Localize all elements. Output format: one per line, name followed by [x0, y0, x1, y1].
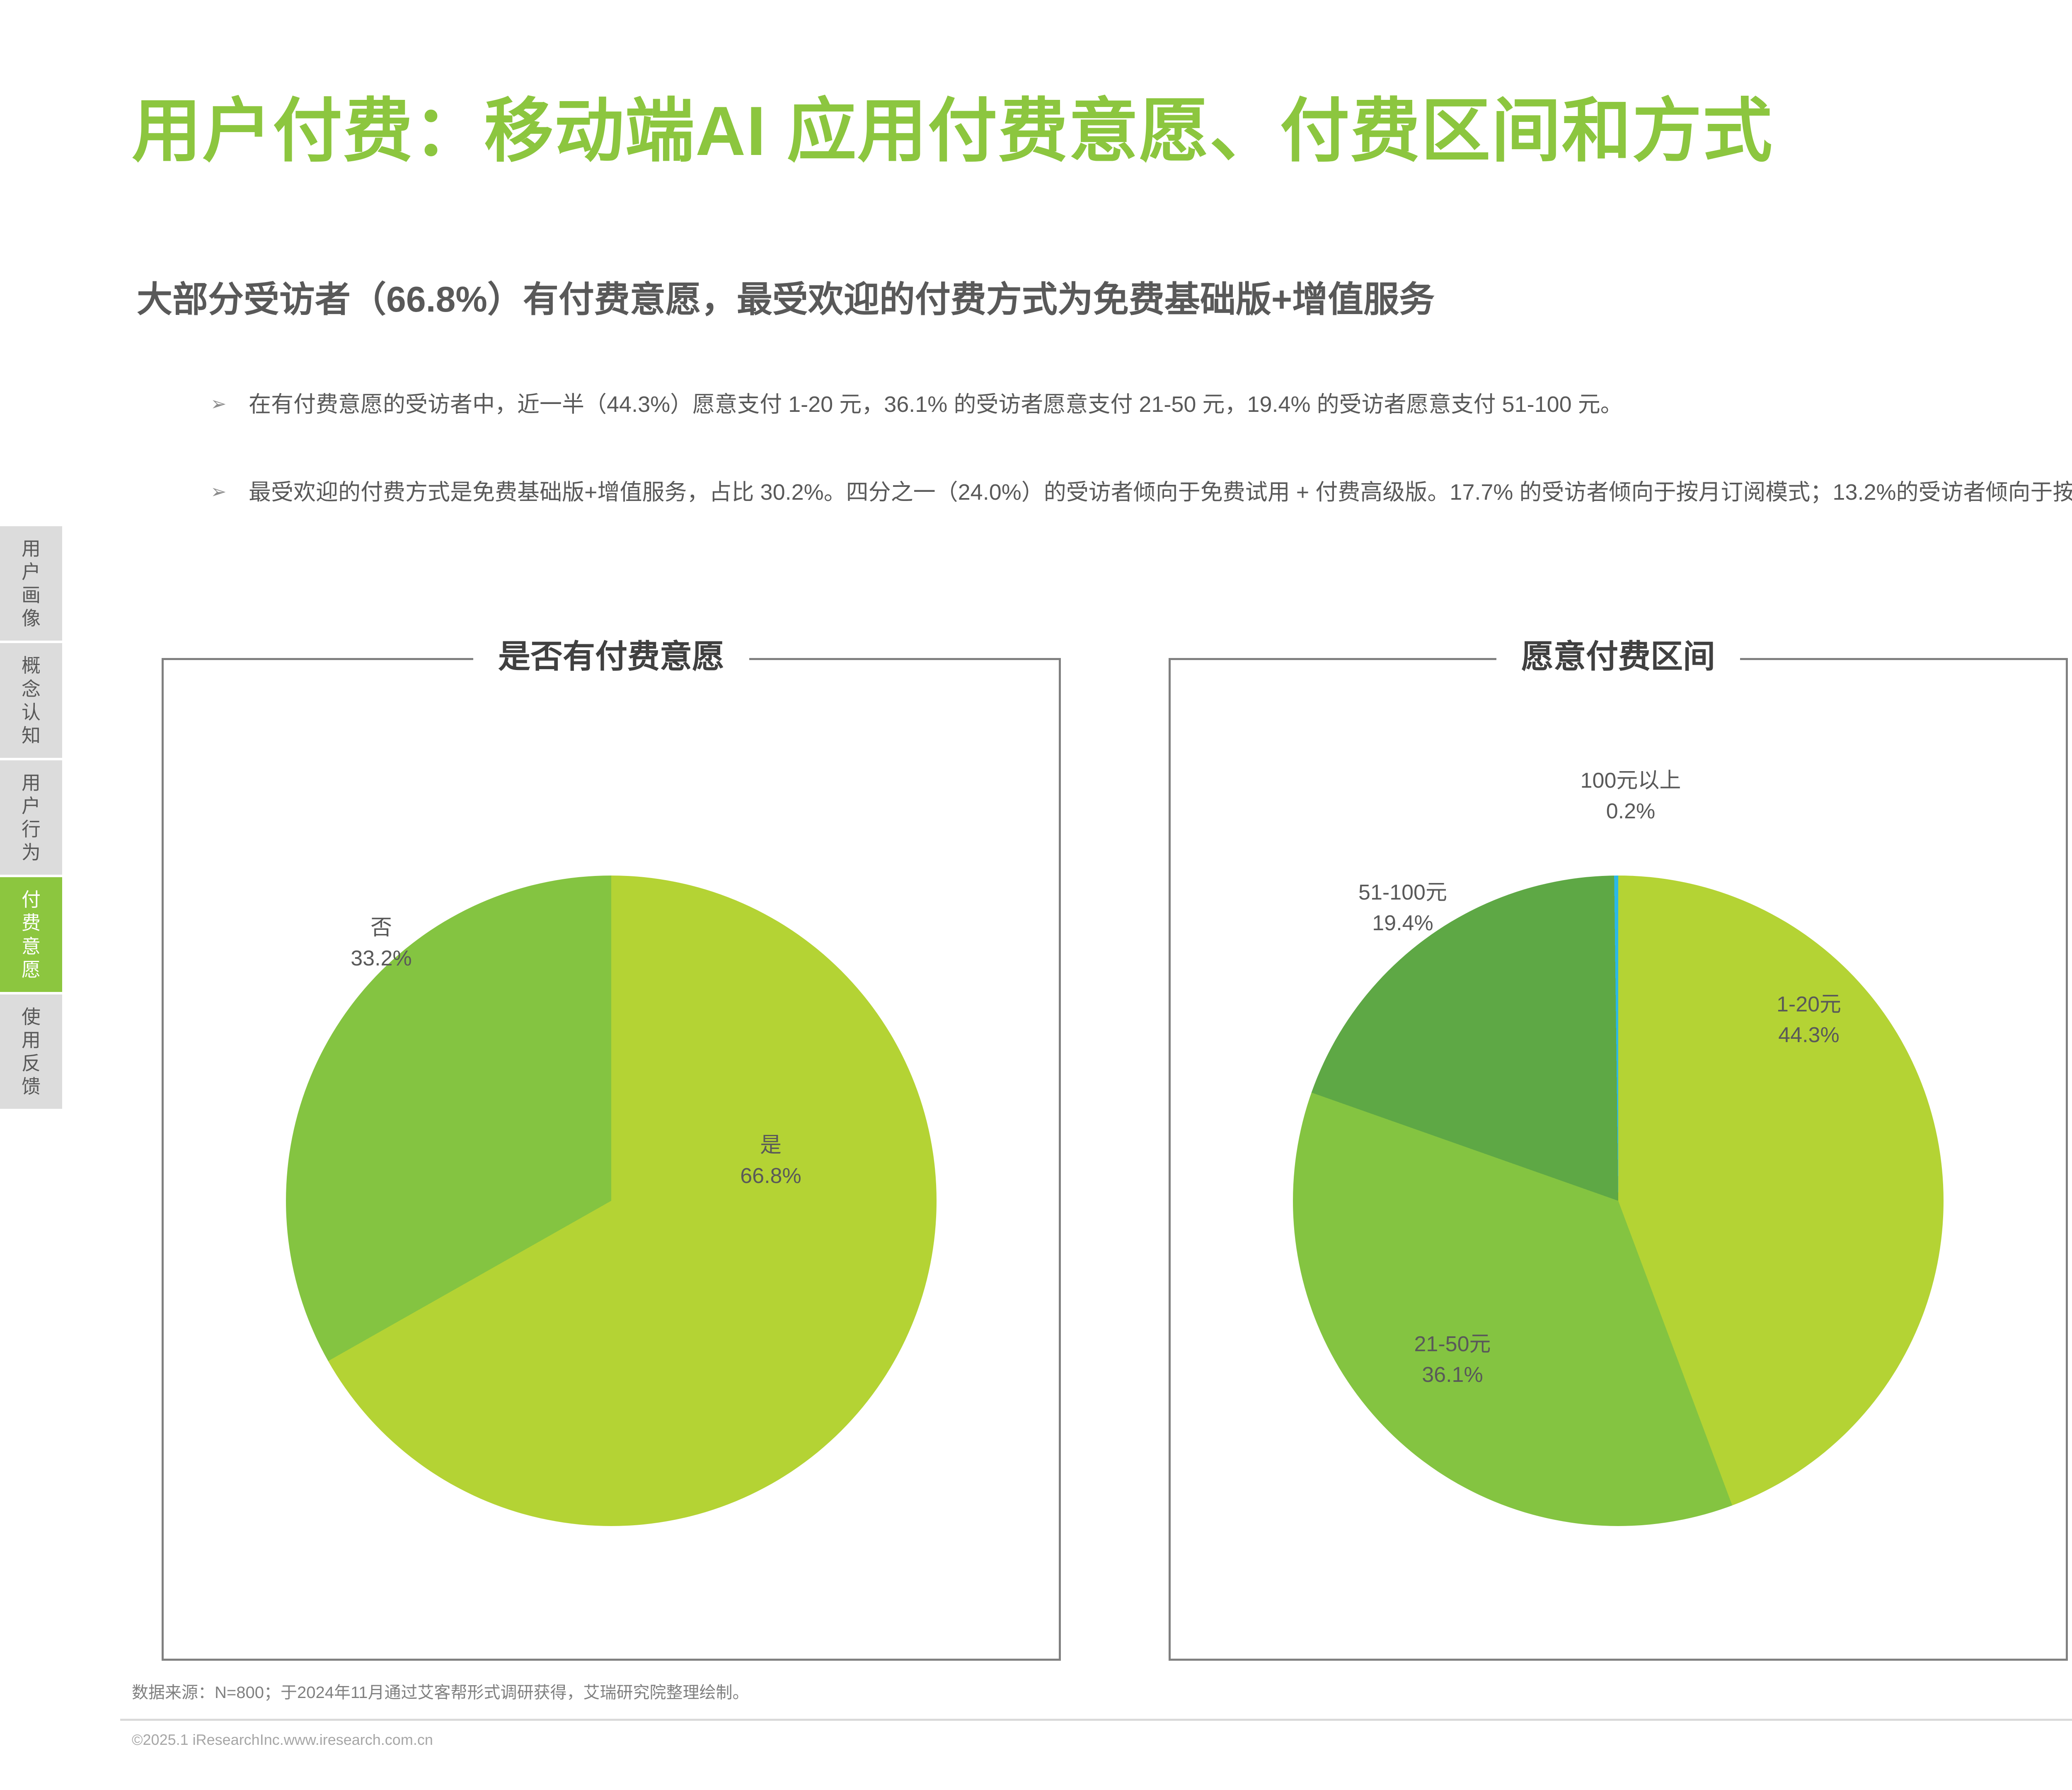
- sidebar-item-concept-awareness[interactable]: 概念认知: [0, 643, 62, 758]
- data-source-note: 数据来源：N=800；于2024年11月通过艾客帮形式调研获得，艾瑞研究院整理绘…: [132, 1684, 749, 1702]
- bullet-text: 最受欢迎的付费方式是免费基础版+增值服务，占比 30.2%。四分之一（24.0%…: [249, 480, 2072, 505]
- pie-slice-label: 100元以上 0.2%: [1580, 769, 1681, 823]
- bullet-arrow-icon: ➢: [211, 481, 227, 502]
- sidebar: 用户画像 概念认知 用户行为 付费意愿 使用反馈: [0, 526, 62, 1111]
- chart-title: 愿意付费区间: [1169, 631, 2068, 677]
- sidebar-item-payment-willingness[interactable]: 付费意愿: [0, 877, 62, 992]
- pie-slice-label: 21-50元 36.1%: [1414, 1332, 1491, 1387]
- bullet-item: ➢ 最受欢迎的付费方式是免费基础版+增值服务，占比 30.2%。四分之一（24.…: [211, 477, 2072, 508]
- chart-panel-payment-range: 愿意付费区间 1-20元 44.3% 21-50元 36.1% 51-100元 …: [1169, 638, 2068, 1661]
- pie-chart-2: 1-20元 44.3% 21-50元 36.1% 51-100元 19.4% 1…: [1169, 658, 2068, 1661]
- pie-slice-label: 是 66.8%: [740, 1133, 801, 1188]
- copyright-text: ©2025.1 iResearchInc.www.iresearch.com.c…: [132, 1731, 433, 1748]
- bullet-text: 在有付费意愿的受访者中，近一半（44.3%）愿意支付 1-20 元，36.1% …: [249, 392, 1623, 417]
- pie-slice-label: 否 33.2%: [351, 916, 412, 970]
- page-title: 用户付费：移动端AI 应用付费意愿、付费区间和方式: [132, 92, 1773, 170]
- chart-panel-payment-willingness: 是否有付费意愿 是 66.8% 否 33.2%: [162, 638, 1061, 1661]
- pie-slice-label: 51-100元 19.4%: [1358, 880, 1447, 935]
- chart-title: 是否有付费意愿: [162, 631, 1061, 677]
- pie-chart-1: 是 66.8% 否 33.2%: [162, 658, 1061, 1661]
- bullet-arrow-icon: ➢: [211, 393, 227, 414]
- pie-slice-label: 1-20元 44.3%: [1776, 992, 1842, 1047]
- pie-body: [286, 876, 937, 1526]
- footer-divider: [120, 1719, 2072, 1721]
- sidebar-item-usage-feedback[interactable]: 使用反馈: [0, 994, 62, 1109]
- page-subtitle: 大部分受访者（66.8%）有付费意愿，最受欢迎的付费方式为免费基础版+增值服务: [137, 280, 1435, 319]
- sidebar-item-user-profile[interactable]: 用户画像: [0, 526, 62, 641]
- sidebar-item-user-behavior[interactable]: 用户行为: [0, 760, 62, 875]
- bullet-item: ➢ 在有付费意愿的受访者中，近一半（44.3%）愿意支付 1-20 元，36.1…: [211, 389, 2072, 421]
- pie-body: [1293, 876, 1944, 1526]
